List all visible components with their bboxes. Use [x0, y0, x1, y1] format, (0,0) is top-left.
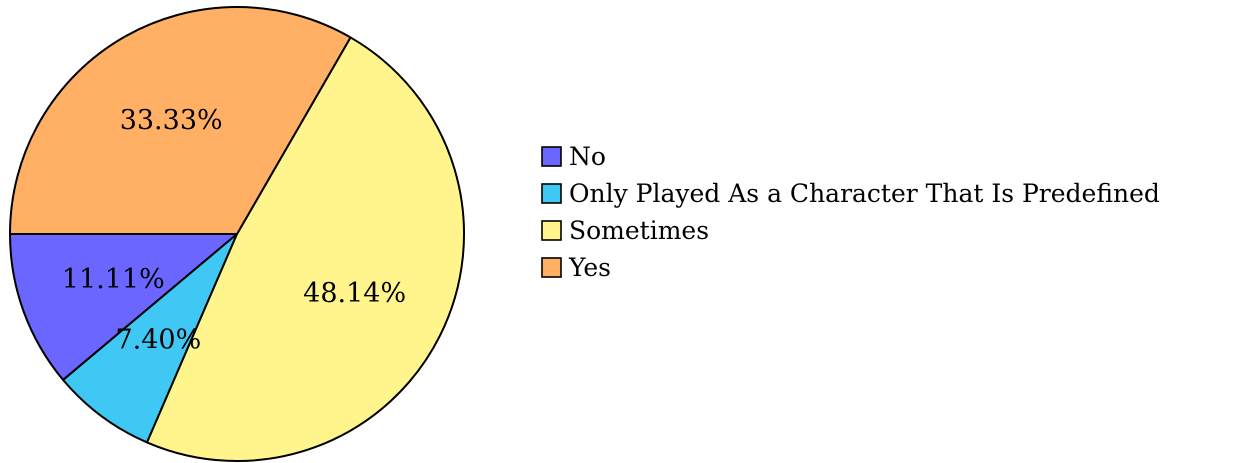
slice-label-no: 11.11%	[62, 264, 165, 295]
pie-slice-sometimes	[146, 36, 465, 462]
legend-label-yes: Yes	[568, 253, 611, 282]
legend-swatch-no	[541, 146, 562, 167]
legend-label-only-played-as-a-character-that-is-predefined: Only Played As a Character That Is Prede…	[569, 179, 1160, 208]
slice-label-sometimes: 48.14%	[303, 278, 406, 309]
legend-label-sometimes: Sometimes	[569, 216, 709, 245]
pie-slices	[9, 6, 465, 462]
pie-slice-only-played-as-a-character-that-is-predefined	[62, 233, 238, 444]
slice-label-yes: 33.33%	[120, 105, 223, 136]
legend-label-no: No	[569, 142, 606, 171]
legend-swatch-yes	[541, 257, 562, 278]
pie-slice-no	[9, 233, 238, 381]
slice-label-only-played-as-a-character-that-is-predefined: 7.40%	[115, 325, 201, 356]
pie-slice-labels: 11.11% 7.40% 48.14% 33.33%	[62, 105, 406, 356]
chart-legend: No Only Played As a Character That Is Pre…	[541, 142, 1160, 282]
legend-swatch-only-played-as-a-character-that-is-predefined	[541, 183, 562, 204]
pie-slice-yes	[9, 6, 352, 235]
legend-swatch-sometimes	[541, 220, 562, 241]
